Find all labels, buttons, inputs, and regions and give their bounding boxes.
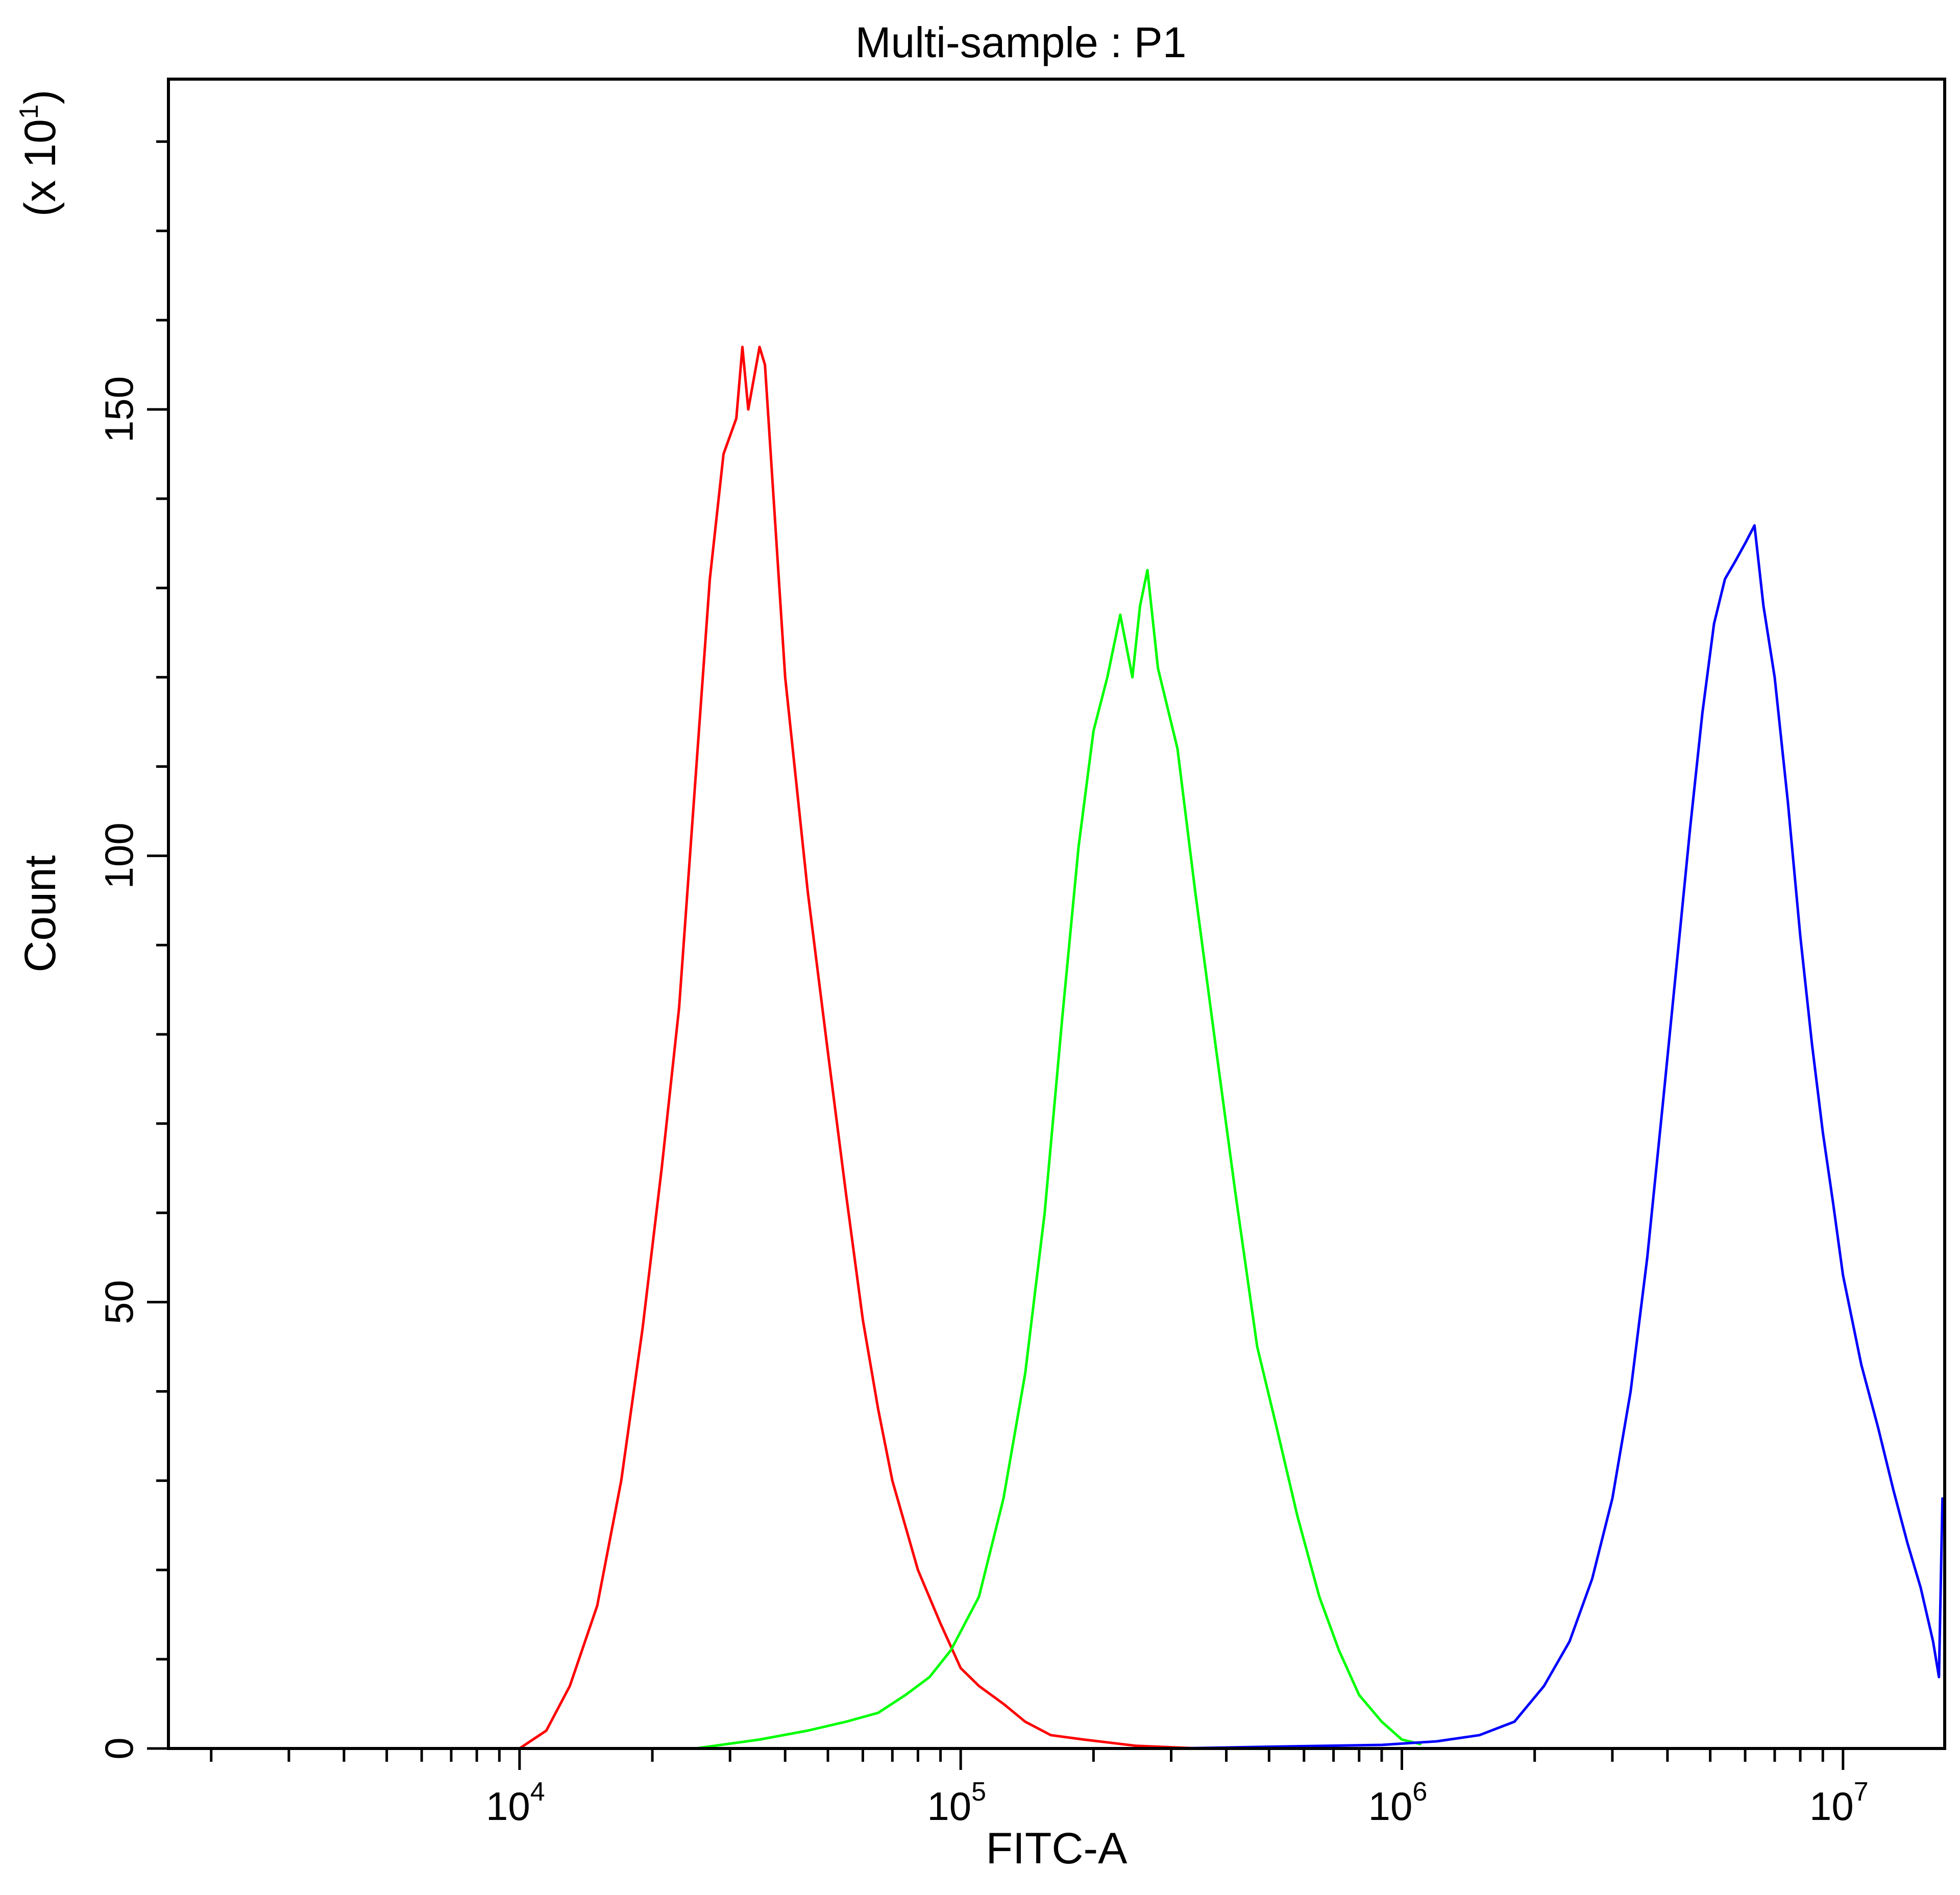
y-tick-label: 50 bbox=[96, 1280, 141, 1324]
y-tick-label: 150 bbox=[96, 376, 141, 443]
y-tick-label: 0 bbox=[96, 1737, 141, 1759]
plot-frame bbox=[167, 78, 1946, 1750]
x-tick-label: 104 bbox=[486, 1777, 545, 1829]
series-line-1 bbox=[518, 346, 1202, 1748]
svg-text:100: 100 bbox=[96, 822, 141, 889]
series-line-3 bbox=[1170, 524, 1944, 1748]
svg-text:0: 0 bbox=[96, 1737, 141, 1759]
y-axis-label: Count bbox=[16, 855, 65, 973]
x-tick-label: 106 bbox=[1368, 1777, 1428, 1829]
series-line-2 bbox=[694, 569, 1422, 1748]
svg-text:(x 101): (x 101) bbox=[14, 90, 65, 217]
x-tick-label: 105 bbox=[927, 1777, 986, 1829]
x-axis-label: FITC-A bbox=[986, 1824, 1128, 1873]
x-tick-label: 107 bbox=[1809, 1777, 1869, 1829]
y-tick-label: 100 bbox=[96, 822, 141, 889]
chart-title: Multi-sample : P1 bbox=[855, 18, 1187, 66]
svg-text:Count: Count bbox=[16, 855, 65, 973]
svg-text:150: 150 bbox=[96, 376, 141, 443]
plot-area bbox=[167, 78, 1946, 1750]
y-axis-multiplier: (x 101) bbox=[14, 90, 65, 217]
svg-text:50: 50 bbox=[96, 1280, 141, 1324]
x-axis: 104 105 106 107 bbox=[210, 1748, 1869, 1829]
series-layer bbox=[518, 346, 1944, 1748]
y-axis: 0 50 100 150 bbox=[96, 140, 168, 1760]
